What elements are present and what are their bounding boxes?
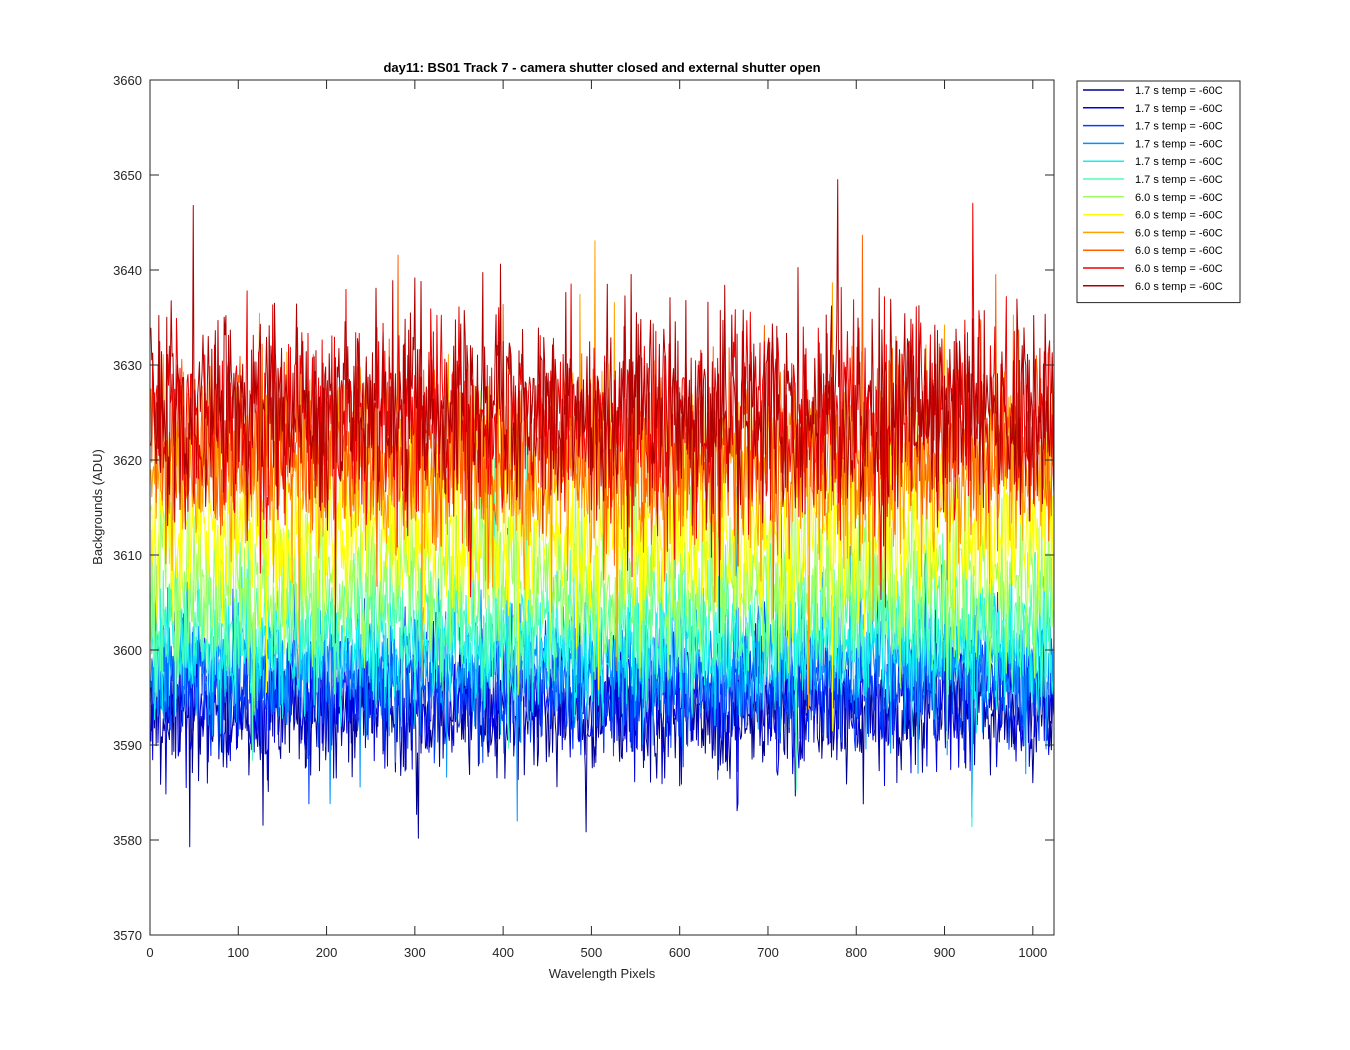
y-tick-label: 3610 (113, 548, 142, 563)
legend-entry: 1.7 s temp = -60C (1135, 103, 1223, 115)
series-layer (150, 179, 1055, 848)
legend-entry: 6.0 s temp = -60C (1135, 192, 1223, 204)
x-axis-label: Wavelength Pixels (549, 966, 656, 981)
legend-entry: 6.0 s temp = -60C (1135, 245, 1223, 257)
legend-entry: 6.0 s temp = -60C (1135, 227, 1223, 239)
legend-entry: 1.7 s temp = -60C (1135, 174, 1223, 186)
legend-entry: 6.0 s temp = -60C (1135, 210, 1223, 222)
legend-box (1076, 80, 1241, 304)
legend-entry: 1.7 s temp = -60C (1135, 138, 1223, 150)
x-tick-label: 900 (934, 945, 956, 960)
legend-entry: 1.7 s temp = -60C (1135, 85, 1223, 97)
y-axis: 3570 3580 3590 3600 3610 3620 3630 3640 3650 3660 (113, 73, 1054, 943)
legend-entry: 6.0 s temp = -60C (1135, 263, 1223, 275)
y-tick-label: 3590 (113, 738, 142, 753)
plot-frame (149, 79, 1055, 936)
x-tick-label: 800 (845, 945, 867, 960)
y-tick-label: 3600 (113, 643, 142, 658)
x-tick-label: 0 (146, 945, 153, 960)
x-tick-label: 300 (404, 945, 426, 960)
y-tick-label: 3650 (113, 168, 142, 183)
legend-entry: 6.0 s temp = -60C (1135, 281, 1223, 293)
x-tick-label: 400 (492, 945, 514, 960)
legend-entry: 1.7 s temp = -60C (1135, 156, 1223, 168)
x-tick-label: 1000 (1018, 945, 1047, 960)
legend: 1.7 s temp = -60C 1.7 s temp = -60C 1.7 s … (1076, 80, 1241, 304)
y-tick-label: 3620 (113, 453, 142, 468)
x-tick-label: 200 (316, 945, 338, 960)
legend-entry: 1.7 s temp = -60C (1135, 121, 1223, 133)
y-tick-label: 3640 (113, 263, 142, 278)
x-tick-label: 100 (227, 945, 249, 960)
x-tick-label: 700 (757, 945, 779, 960)
x-tick-label: 500 (581, 945, 603, 960)
series-line-11 (150, 202, 1055, 644)
y-tick-label: 3660 (113, 73, 142, 88)
y-axis-label: Backgrounds (ADU) (90, 449, 105, 565)
series-line-12 (150, 179, 1055, 634)
series-line-8 (150, 400, 1055, 732)
y-tick-label: 3630 (113, 358, 142, 373)
y-tick-label: 3580 (113, 833, 142, 848)
x-axis: 0 100 200 300 400 500 600 700 800 900 1000 (146, 80, 1047, 960)
x-tick-label: 600 (669, 945, 691, 960)
y-tick-label: 3570 (113, 928, 142, 943)
chart-title: day11: BS01 Track 7 - camera shutter clo… (383, 60, 820, 75)
